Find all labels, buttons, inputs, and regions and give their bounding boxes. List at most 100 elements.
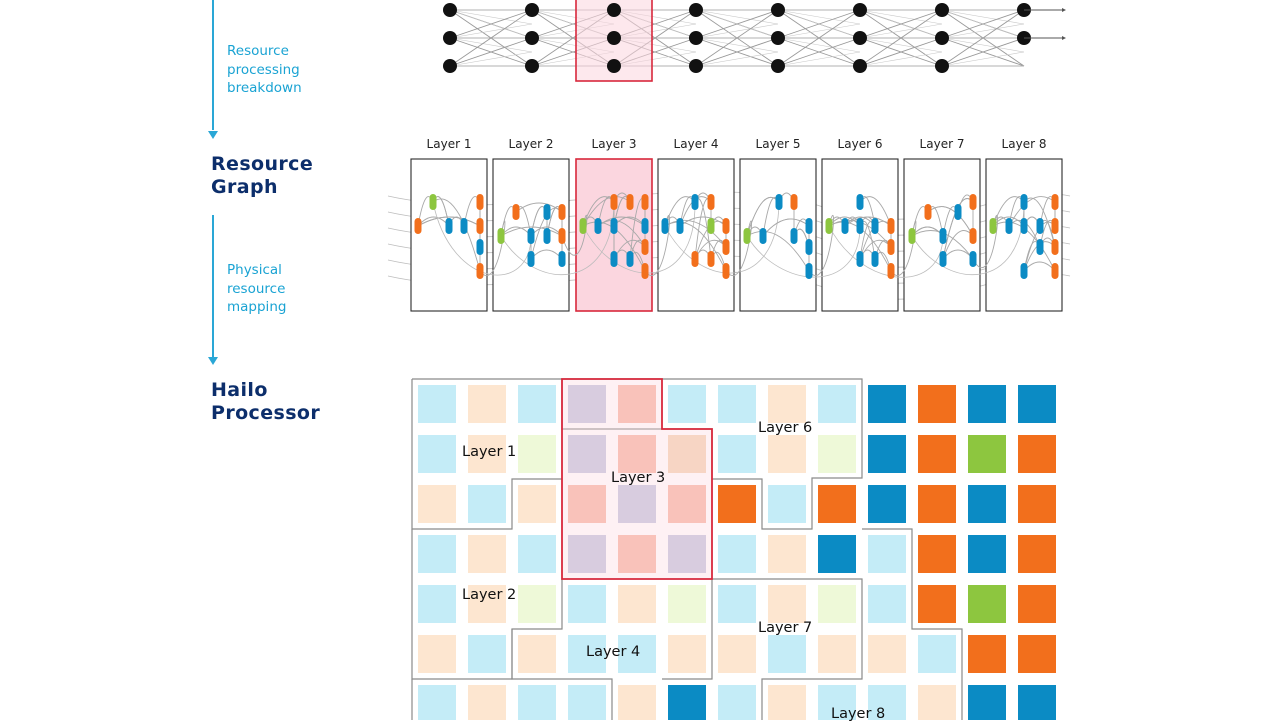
rg-node-blue xyxy=(856,251,864,267)
rg-layer-title-7: Layer 7 xyxy=(919,137,965,151)
nn-neuron xyxy=(443,3,457,17)
rg-layer-box-4 xyxy=(657,158,735,312)
processor-cell xyxy=(968,685,1006,720)
region-highlight-layer-3 xyxy=(561,378,713,580)
rg-node-blue xyxy=(969,251,977,267)
processor-cell xyxy=(768,485,806,523)
processor-cell xyxy=(968,535,1006,573)
processor-cell xyxy=(718,485,756,523)
processor-cell xyxy=(1018,485,1056,523)
nn-neuron xyxy=(607,59,621,73)
rg-node-blue xyxy=(527,251,535,267)
rg-node-blue xyxy=(1020,194,1028,210)
processor-cell xyxy=(918,535,956,573)
processor-cell xyxy=(518,685,556,720)
processor-cell xyxy=(568,685,606,720)
nn-neuron xyxy=(689,31,703,45)
rg-layer-title-4: Layer 4 xyxy=(673,137,719,151)
processor-cell xyxy=(568,435,606,473)
processor-cell xyxy=(918,585,956,623)
processor-cell xyxy=(468,485,506,523)
rg-node-orange xyxy=(924,204,932,220)
rg-node-orange xyxy=(414,218,422,234)
rg-node-blue xyxy=(759,228,767,244)
rg-node-orange xyxy=(512,204,520,220)
rg-node-orange xyxy=(1051,194,1059,210)
processor-cell xyxy=(818,435,856,473)
rg-node-green xyxy=(497,228,505,244)
processor-cell xyxy=(1018,385,1056,423)
processor-cell xyxy=(618,535,656,573)
rg-node-blue xyxy=(594,218,602,234)
processor-cell xyxy=(718,385,756,423)
processor-cell xyxy=(468,635,506,673)
processor-cell xyxy=(1018,435,1056,473)
rg-node-orange xyxy=(722,239,730,255)
rg-node-orange xyxy=(887,263,895,279)
nn-neuron xyxy=(771,59,785,73)
processor-cell xyxy=(918,435,956,473)
rg-node-green xyxy=(429,194,437,210)
flow-arrowhead-2 xyxy=(208,357,218,365)
processor-cell xyxy=(1018,585,1056,623)
processor-cell xyxy=(518,585,556,623)
region-label-layer-6: Layer 6 xyxy=(758,420,813,436)
processor-cell xyxy=(618,635,656,673)
processor-cell xyxy=(868,535,906,573)
nn-neuron xyxy=(853,31,867,45)
processor-cell xyxy=(418,685,456,720)
rg-node-orange xyxy=(558,228,566,244)
rg-node-orange xyxy=(707,251,715,267)
rg-layer-title-8: Layer 8 xyxy=(1001,137,1047,151)
rg-node-orange xyxy=(969,228,977,244)
processor-cell xyxy=(768,685,806,720)
region-outline-layer-6 xyxy=(412,378,863,530)
processor-cell xyxy=(718,585,756,623)
rg-node-blue xyxy=(543,204,551,220)
processor-cell xyxy=(918,685,956,720)
processor-cell xyxy=(768,635,806,673)
region-label-layer-7: Layer 7 xyxy=(758,620,813,636)
processor-cell xyxy=(768,585,806,623)
rg-node-orange xyxy=(722,263,730,279)
processor-cell xyxy=(568,535,606,573)
region-label-layer-4: Layer 4 xyxy=(586,644,641,660)
processor-cell xyxy=(668,485,706,523)
region-label-layer-1: Layer 1 xyxy=(462,444,517,460)
processor-cell xyxy=(668,535,706,573)
processor-cell xyxy=(418,635,456,673)
rg-node-blue xyxy=(527,228,535,244)
nn-neuron xyxy=(935,59,949,73)
flow-step-processing-breakdown: Resource processing breakdown xyxy=(227,43,302,96)
flow-step-physical-mapping: Physical resource mapping xyxy=(227,262,287,315)
processor-cell xyxy=(518,435,556,473)
rg-node-blue xyxy=(610,218,618,234)
rg-node-green xyxy=(743,228,751,244)
rg-node-green xyxy=(707,218,715,234)
stage-title-resource-graph: Resource Graph xyxy=(211,153,314,198)
nn-neuron xyxy=(607,31,621,45)
rg-layer-title-1: Layer 1 xyxy=(426,137,472,151)
rg-layer-box-6 xyxy=(821,158,899,312)
rg-node-orange xyxy=(722,218,730,234)
processor-cell xyxy=(968,485,1006,523)
region-label-layer-8: Layer 8 xyxy=(831,706,886,722)
processor-cell xyxy=(568,585,606,623)
processor-cell xyxy=(668,435,706,473)
processor-cell xyxy=(618,485,656,523)
rg-node-orange xyxy=(1051,239,1059,255)
processor-cell xyxy=(618,585,656,623)
nn-neuron xyxy=(443,59,457,73)
rg-node-blue xyxy=(775,194,783,210)
nn-neuron xyxy=(853,59,867,73)
rg-node-orange xyxy=(1051,218,1059,234)
rg-node-orange xyxy=(476,218,484,234)
processor-cell xyxy=(518,635,556,673)
processor-cell xyxy=(568,385,606,423)
rg-node-blue xyxy=(676,218,684,234)
processor-cell xyxy=(818,535,856,573)
rg-node-blue xyxy=(558,251,566,267)
region-label-layer-3: Layer 3 xyxy=(611,470,666,486)
nn-neuron xyxy=(935,31,949,45)
